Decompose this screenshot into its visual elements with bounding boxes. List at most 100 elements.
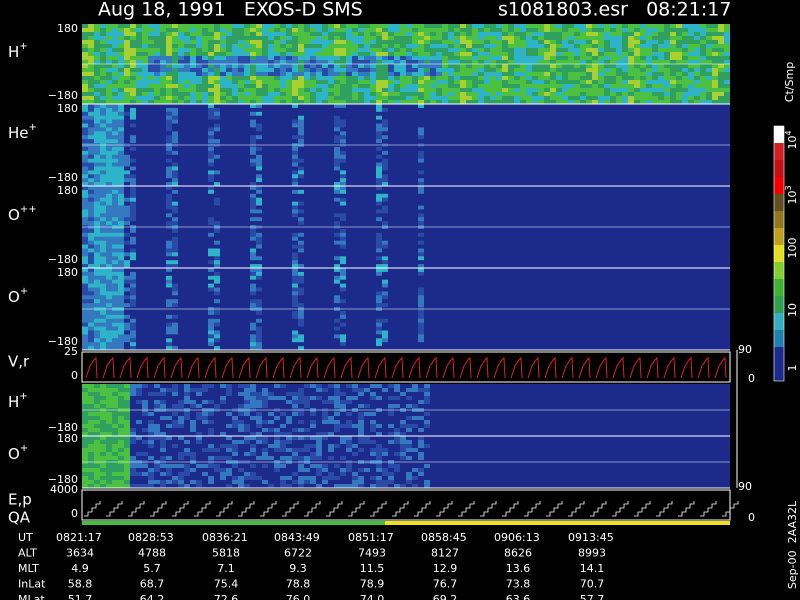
spectrogram-cell (298, 166, 304, 170)
spectrogram-cell (208, 96, 214, 101)
spectrogram-cell (268, 174, 274, 178)
spectrogram-cell (190, 256, 196, 260)
spectrogram-cell (580, 108, 586, 112)
spectrogram-cell (118, 36, 124, 41)
spectrogram-cell (124, 48, 130, 53)
spectrogram-cell (214, 120, 220, 124)
spectrogram-cell (400, 116, 406, 120)
spectrogram-cell (670, 127, 676, 131)
spectrogram-cell (436, 131, 442, 135)
spectrogram-cell (616, 36, 622, 41)
spectrogram-cell (268, 68, 274, 73)
spectrogram-cell (442, 36, 448, 41)
spectrogram-cell (274, 120, 280, 124)
spectrogram-cell (490, 112, 496, 116)
spectrogram-cell (166, 36, 172, 41)
spectrogram-cell (88, 260, 94, 264)
spectrogram-cell (418, 52, 424, 57)
spectrogram-cell (298, 96, 304, 101)
spectrogram-cell (694, 64, 700, 69)
spectrogram-cell (166, 202, 172, 206)
spectrogram-cell (166, 104, 172, 108)
spectrogram-cell (118, 52, 124, 57)
spectrogram-cell (136, 120, 142, 124)
spectrogram-cell (304, 52, 310, 57)
spectrogram-cell (346, 116, 352, 120)
spectrogram-cell (118, 108, 124, 112)
spectrogram-cell (148, 76, 154, 81)
spectrogram-cell (574, 178, 580, 182)
spectrogram-cell (226, 221, 232, 225)
spectrogram-cell (520, 112, 526, 116)
spectrogram-cell (448, 24, 454, 29)
spectrogram-cell (628, 108, 634, 112)
spectrogram-cell (454, 155, 460, 159)
spectrogram-cell (484, 88, 490, 93)
spectrogram-cell (136, 32, 142, 37)
spectrogram-cell (112, 80, 118, 85)
spectrogram-cell (316, 127, 322, 131)
spectrogram-cell (220, 202, 226, 206)
spectrogram-cell (268, 135, 274, 139)
spectrogram-cell (238, 92, 244, 97)
spectrogram-cell (424, 147, 430, 151)
spectrogram-cell (610, 48, 616, 53)
spectrogram-cell (100, 52, 106, 57)
spectrogram-cell (178, 135, 184, 139)
spectrogram-cell (184, 36, 190, 41)
spectrogram-cell (178, 44, 184, 49)
spectrogram-cell (100, 96, 106, 101)
spectrogram-cell (286, 44, 292, 49)
spectrogram-cell (484, 151, 490, 155)
spectrogram-cell (514, 68, 520, 73)
spectrogram-cell (532, 178, 538, 182)
spectrogram-cell (280, 88, 286, 93)
spectrogram-cell (724, 131, 730, 135)
spectrogram-cell (88, 163, 94, 167)
spectrogram-cell (166, 248, 172, 252)
spectrogram-cell (406, 44, 412, 49)
spectrogram-cell (568, 32, 574, 37)
spectrogram-cell (226, 88, 232, 93)
spectrogram-cell (112, 166, 118, 170)
spectrogram-cell (238, 198, 244, 202)
spectrogram-cell (316, 52, 322, 57)
spectrogram-cell (496, 24, 502, 29)
spectrogram-cell (676, 40, 682, 45)
spectrogram-cell (298, 163, 304, 167)
spectrogram-cell (412, 108, 418, 112)
spectrogram-cell (574, 88, 580, 93)
spectrogram-cell (232, 198, 238, 202)
spectrogram-cell (298, 127, 304, 131)
spectrogram-cell (526, 139, 532, 143)
spectrogram-cell (208, 209, 214, 213)
spectrogram-cell (244, 127, 250, 131)
spectrogram-cell (298, 170, 304, 174)
spectrogram-cell (400, 48, 406, 53)
spectrogram-cell (340, 104, 346, 108)
spectrogram-cell (688, 127, 694, 131)
spectrogram-cell (106, 135, 112, 139)
spectrogram-cell (484, 135, 490, 139)
spectrogram-cell (700, 170, 706, 174)
spectrogram-cell (118, 76, 124, 81)
spectrogram-cell (286, 124, 292, 128)
spectrogram-cell (292, 155, 298, 159)
spectrogram-cell (484, 52, 490, 57)
spectrogram-cell (370, 28, 376, 33)
spectrogram-cell (634, 127, 640, 131)
spectrogram-cell (316, 120, 322, 124)
spectrogram-cell (166, 159, 172, 163)
spectrogram-cell (376, 36, 382, 41)
spectrogram-cell (478, 166, 484, 170)
spectrogram-cell (100, 127, 106, 131)
spectrogram-cell (328, 72, 334, 77)
spectrogram-cell (382, 155, 388, 159)
spectrogram-cell (652, 24, 658, 29)
spectrogram-cell (706, 76, 712, 81)
spectrogram-cell (616, 64, 622, 69)
spectrogram-cell (682, 56, 688, 61)
spectrogram-cell (202, 151, 208, 155)
spectrogram-cell (484, 104, 490, 108)
spectrogram-cell (112, 256, 118, 260)
